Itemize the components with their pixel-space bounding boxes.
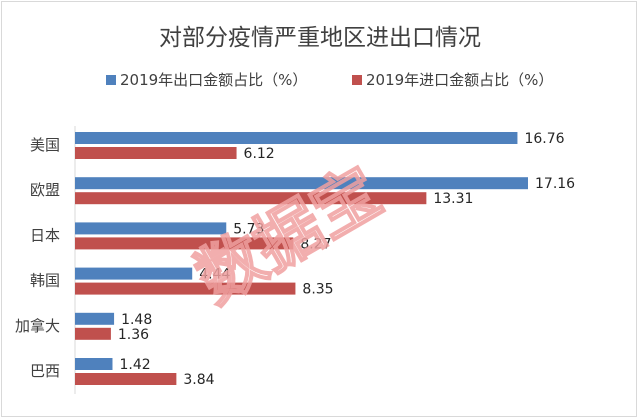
legend-label-export: 2019年出口金额占比（%） bbox=[120, 71, 307, 89]
bar-export bbox=[75, 267, 193, 280]
legend: 2019年出口金额占比（%） 2019年进口金额占比（%） bbox=[106, 71, 553, 89]
bar-import bbox=[75, 373, 177, 385]
data-label: 6.12 bbox=[244, 146, 275, 162]
legend-label-import: 2019年进口金额占比（%） bbox=[366, 71, 553, 89]
category-label: 加拿大 bbox=[15, 317, 60, 335]
category-label: 欧盟 bbox=[30, 181, 60, 199]
legend-swatch-export bbox=[106, 75, 116, 85]
category-label: 巴西 bbox=[30, 362, 60, 380]
bar-export bbox=[75, 312, 115, 325]
data-label: 4.44 bbox=[199, 267, 230, 283]
bar-import bbox=[75, 327, 111, 340]
data-label: 17.16 bbox=[535, 176, 575, 192]
data-label: 5.73 bbox=[233, 221, 264, 237]
legend-swatch-import bbox=[352, 75, 362, 85]
category-label: 韩国 bbox=[30, 272, 60, 290]
bar-export bbox=[75, 358, 113, 370]
bar-import bbox=[75, 282, 296, 295]
data-label: 3.84 bbox=[183, 372, 214, 388]
bar-import bbox=[75, 192, 427, 205]
data-label: 1.48 bbox=[121, 312, 152, 328]
bar-import bbox=[75, 237, 294, 250]
data-label: 13.31 bbox=[433, 191, 473, 207]
data-label: 16.76 bbox=[524, 131, 564, 147]
bar-export bbox=[75, 222, 227, 235]
data-label: 1.42 bbox=[119, 357, 150, 373]
category-label: 美国 bbox=[30, 136, 60, 154]
chart-title: 对部分疫情严重地区进出口情况 bbox=[159, 25, 481, 51]
data-label: 1.36 bbox=[118, 327, 149, 343]
bar-import bbox=[75, 147, 237, 159]
data-label: 8.35 bbox=[302, 282, 333, 298]
category-label: 日本 bbox=[30, 226, 60, 244]
data-label: 8.27 bbox=[300, 236, 331, 252]
bar-export bbox=[75, 132, 518, 144]
bars-group: 美国 16.76 6.12 欧盟 17.16 13.31 日本 5.73 8.27 韩国 4.44 8… bbox=[15, 131, 575, 388]
bar-export bbox=[75, 177, 528, 190]
